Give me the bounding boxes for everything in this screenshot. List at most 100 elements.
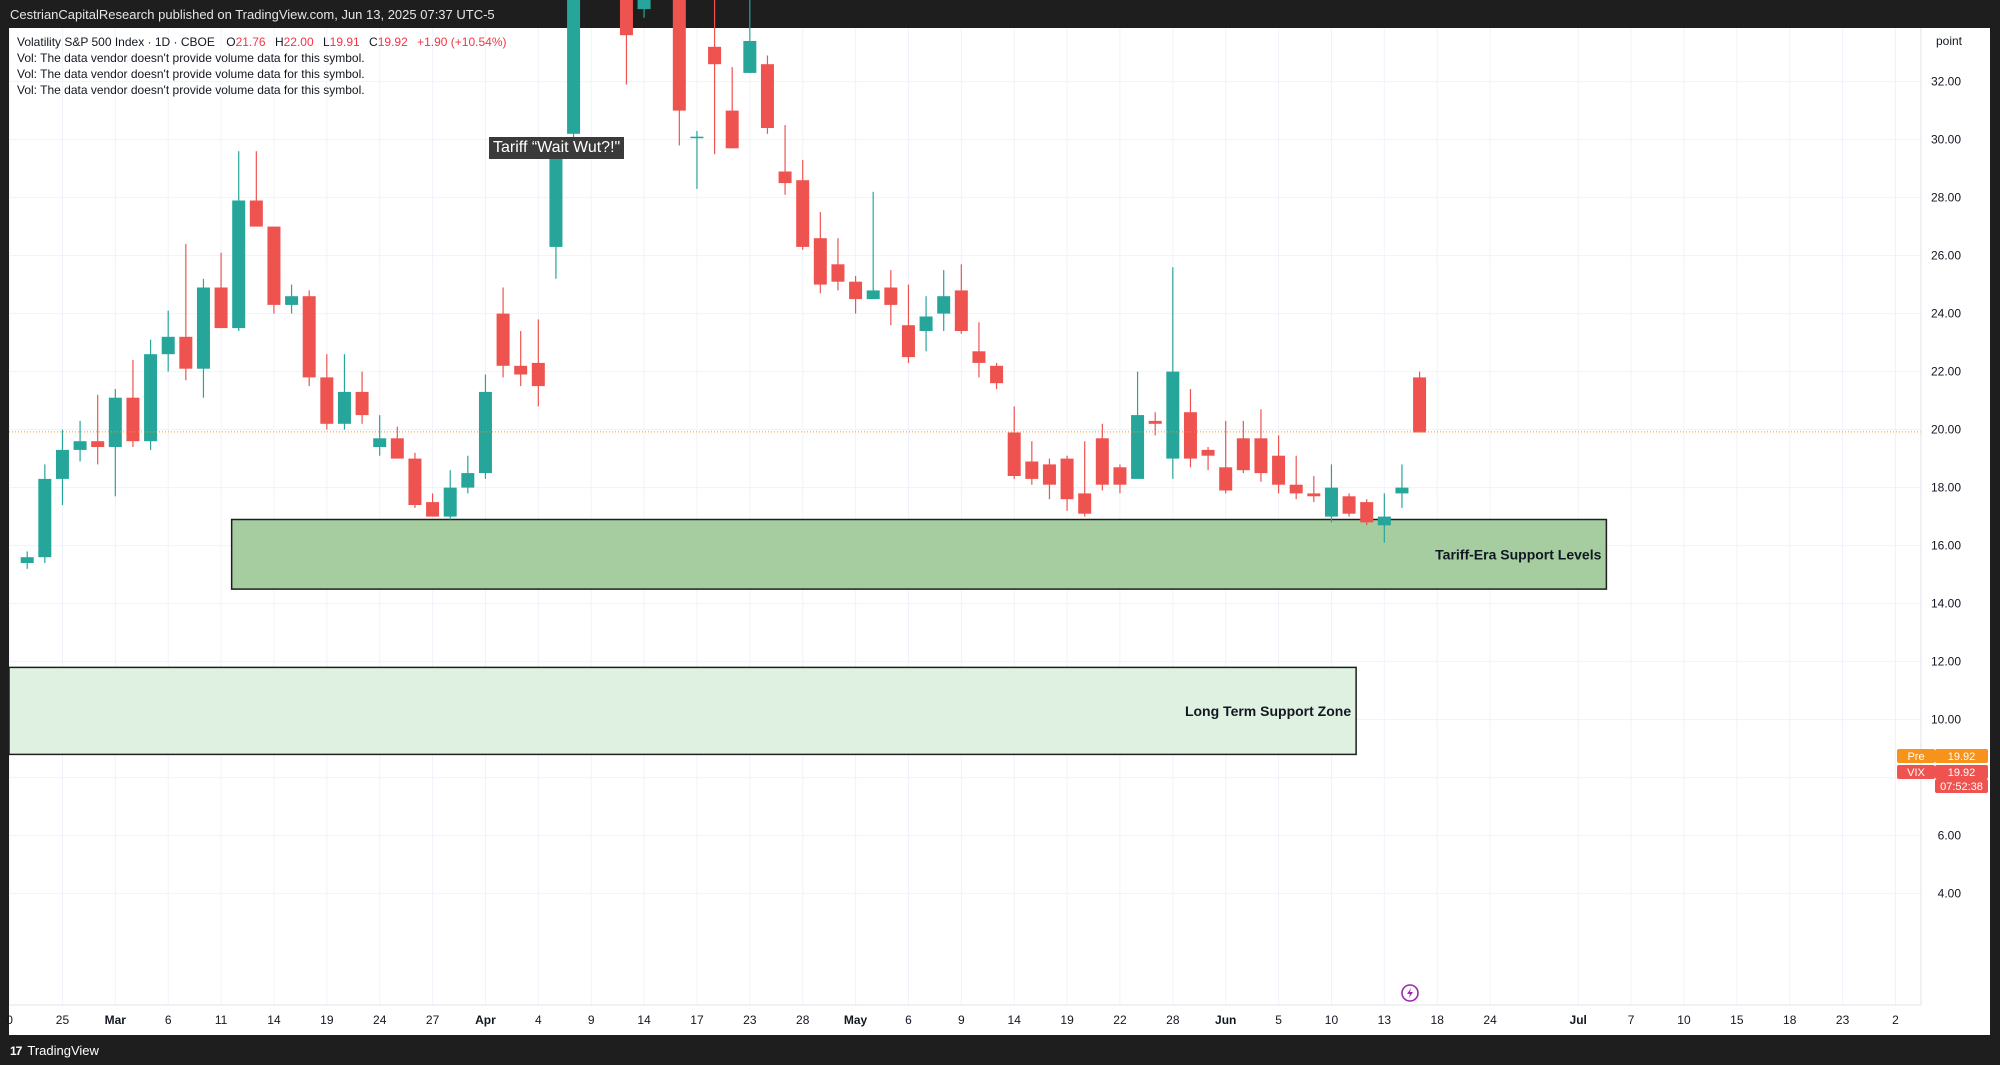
candle-body — [91, 441, 105, 447]
candle-body — [249, 200, 263, 227]
candle-body — [1377, 516, 1391, 526]
time-tick-label: 10 — [1677, 1013, 1691, 1027]
candle-body — [1131, 415, 1145, 479]
time-tick-label: 10 — [1325, 1013, 1339, 1027]
price-tick-label: 10.00 — [1931, 713, 1961, 727]
candle-body — [567, 0, 581, 134]
candle-body — [443, 487, 457, 517]
candle-body — [496, 313, 510, 366]
candle-body — [55, 449, 69, 479]
change-value: +1.90 (+10.54%) — [417, 35, 507, 49]
candle-body — [337, 391, 351, 424]
low-label: L — [322, 35, 330, 49]
candle-body — [108, 397, 122, 447]
price-tick-label: 22.00 — [1931, 365, 1961, 379]
candle-body — [990, 365, 1004, 384]
time-tick-label: 18 — [1431, 1013, 1445, 1027]
time-tick-label: 24 — [1483, 1013, 1497, 1027]
candle-body — [126, 397, 140, 442]
time-tick-label: 28 — [1166, 1013, 1180, 1027]
candle-body — [937, 296, 951, 314]
candle-body — [708, 46, 722, 65]
pre-badge-label-bg — [1897, 749, 1935, 763]
vix-badge-label-bg — [1897, 765, 1935, 779]
time-tick-label: 17 — [690, 1013, 704, 1027]
volume-note: Vol: The data vendor doesn't provide vol… — [17, 51, 365, 65]
candle-body — [179, 336, 193, 369]
candle-body — [478, 391, 492, 474]
time-tick-label: 15 — [1730, 1013, 1744, 1027]
time-tick-label: 27 — [426, 1013, 440, 1027]
time-tick-label: 0 — [6, 1013, 13, 1027]
time-tick-label: 19 — [1060, 1013, 1074, 1027]
candle-body — [373, 438, 387, 447]
candle-body — [796, 180, 810, 247]
time-tick-label: 2 — [1892, 1013, 1899, 1027]
close-value: 19.92 — [377, 35, 408, 49]
support-zone-label: Long Term Support Zone — [1185, 703, 1351, 719]
candle-body — [302, 296, 316, 378]
time-tick-label: 14 — [637, 1013, 651, 1027]
time-tick-label: 13 — [1378, 1013, 1392, 1027]
publisher-bar: CestrianCapitalResearch published on Tra… — [0, 0, 2000, 28]
price-tick-label: 30.00 — [1931, 133, 1961, 147]
candle-body — [760, 64, 774, 128]
legend-ohlc-row: Volatility S&P 500 Index · 1D · CBOE O21… — [17, 34, 507, 50]
tariff-annotation[interactable]: Tariff “Wait Wut?!" — [489, 137, 625, 159]
price-tick-label: 12.00 — [1931, 655, 1961, 669]
tradingview-brand: TradingView — [27, 1043, 99, 1058]
candle-body — [1254, 438, 1268, 474]
price-tick-label: 4.00 — [1938, 887, 1962, 901]
candle-body — [1025, 461, 1039, 479]
high-value: 22.00 — [283, 35, 314, 49]
candle-body — [813, 238, 827, 285]
lightning-icon[interactable] — [1401, 984, 1419, 1002]
tradingview-logo-icon: 17 — [10, 1043, 22, 1058]
candle-body — [514, 365, 528, 375]
footer-bar: 17 TradingView — [0, 1035, 2000, 1065]
candle-body — [1007, 432, 1021, 476]
high-label: H — [274, 35, 284, 49]
open-value: 21.76 — [235, 35, 266, 49]
candle-body — [196, 287, 210, 369]
candle-body — [901, 325, 915, 358]
time-tick-label: 14 — [267, 1013, 281, 1027]
candle-body — [637, 0, 651, 10]
support-zone[interactable] — [8, 666, 1357, 756]
close-label: C — [369, 35, 378, 49]
candle-body — [20, 557, 34, 563]
candle-body — [1360, 502, 1374, 523]
price-tick-label: 26.00 — [1931, 249, 1961, 263]
price-tick-label: 14.00 — [1931, 597, 1961, 611]
time-tick-label: 24 — [373, 1013, 387, 1027]
price-tick-label: 6.00 — [1938, 829, 1962, 843]
candle-body — [285, 296, 299, 305]
time-tick-label: 23 — [1836, 1013, 1850, 1027]
candle-body — [1201, 449, 1215, 456]
price-tick-label: 16.00 — [1931, 539, 1961, 553]
price-tick-label: 32.00 — [1931, 75, 1961, 89]
time-tick-label: 9 — [958, 1013, 965, 1027]
candle-body — [1342, 496, 1356, 514]
time-tick-label: 4 — [535, 1013, 542, 1027]
candle-body — [267, 226, 281, 305]
time-tick-label: 7 — [1628, 1013, 1635, 1027]
support-zone[interactable] — [230, 518, 1608, 590]
vix-badge-label: VIX — [1907, 767, 1925, 779]
candle-body — [355, 391, 369, 416]
tradingview-logo[interactable]: 17 TradingView — [10, 1043, 99, 1058]
candle-body — [1324, 487, 1338, 517]
candle-body — [1289, 484, 1303, 494]
support-zone-label: Tariff-Era Support Levels — [1435, 546, 1601, 562]
candle-body — [1236, 438, 1250, 471]
candle-body — [232, 200, 246, 329]
time-tick-label: 14 — [1008, 1013, 1022, 1027]
candle-body — [831, 264, 845, 282]
candle-body — [690, 136, 704, 139]
time-tick-label: 6 — [905, 1013, 912, 1027]
symbol-name[interactable]: Volatility S&P 500 Index · 1D · CBOE — [17, 35, 215, 49]
lightning-bolt-glyph — [1407, 988, 1413, 998]
time-tick-label: Apr — [475, 1013, 496, 1027]
candle-body — [161, 336, 175, 355]
